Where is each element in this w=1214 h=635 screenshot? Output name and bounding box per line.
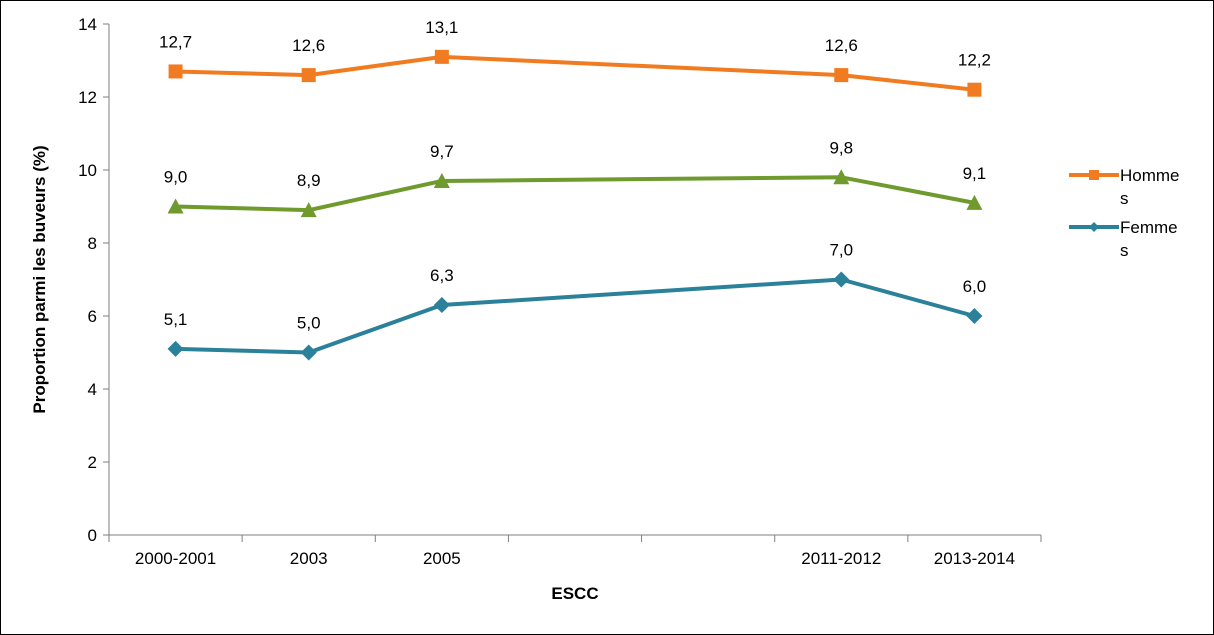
y-tick-label: 4 <box>88 380 97 399</box>
legend-item-femmes: Femme s <box>1069 218 1178 260</box>
data-point-marker <box>167 340 184 357</box>
data-point-marker <box>433 172 450 188</box>
y-axis-title: Proportion parmi les buveurs (%) <box>30 145 49 413</box>
y-tick-label: 2 <box>88 453 97 472</box>
series-unnamed-1: 9,0 8,9 9,7 9,8 9,1 <box>164 138 987 218</box>
data-point-marker <box>834 68 849 83</box>
data-point-marker <box>966 194 983 210</box>
data-point-marker <box>433 297 450 314</box>
y-axis-ticks: 0 2 4 6 8 10 12 14 <box>78 15 109 545</box>
series-femmes: 5,1 5,0 6,3 7,0 6,0 <box>164 241 986 361</box>
x-axis-ticks: 2000-2001 2003 2005 2011-2012 2013-2014 <box>108 535 1042 568</box>
data-label: 9,8 <box>829 138 853 157</box>
legend-label: Homme <box>1120 166 1180 185</box>
data-label: 9,0 <box>164 168 188 187</box>
x-tick-label: 2000-2001 <box>135 549 216 568</box>
x-tick-label: 2013-2014 <box>934 549 1015 568</box>
data-label: 9,1 <box>963 164 987 183</box>
data-point-marker <box>301 68 316 83</box>
legend-marker <box>1089 170 1099 180</box>
data-point-marker <box>833 271 850 288</box>
series-line <box>173 175 977 213</box>
data-label: 13,1 <box>425 18 458 37</box>
data-label: 12,6 <box>825 36 858 55</box>
y-tick-label: 14 <box>78 15 97 34</box>
data-point-marker <box>434 49 449 64</box>
data-point-marker <box>300 202 317 218</box>
data-label: 6,0 <box>963 277 987 296</box>
legend-item-hommes: Homme s <box>1069 166 1180 208</box>
legend-label-wrap: s <box>1120 241 1129 260</box>
y-tick-label: 8 <box>88 234 97 253</box>
series-group: 12,7 12,613,112,612,29,0 8,99,7 9,89,15,1 5,… <box>159 18 991 361</box>
data-label: 7,0 <box>829 241 853 260</box>
data-label: 5,0 <box>297 314 321 333</box>
axes <box>108 24 1041 536</box>
data-point-marker <box>967 82 982 97</box>
data-point-marker <box>167 198 184 214</box>
y-tick-label: 10 <box>78 161 97 180</box>
legend-label: Femme <box>1120 218 1178 237</box>
series-line <box>173 54 977 92</box>
legend: Homme s Femme s <box>1069 166 1180 260</box>
x-axis-title: ESCC <box>551 584 598 603</box>
data-point-marker <box>300 344 317 361</box>
y-tick-label: 0 <box>88 526 97 545</box>
series-line <box>173 277 977 355</box>
legend-label-wrap: s <box>1120 189 1129 208</box>
data-point-marker <box>966 308 983 324</box>
data-label: 9,7 <box>430 142 454 161</box>
data-label: 12,6 <box>292 36 325 55</box>
series-hommes: 12,7 12,6 13,1 12,6 12,2 <box>159 18 991 97</box>
y-tick-label: 6 <box>88 307 97 326</box>
x-tick-label: 2005 <box>423 549 461 568</box>
data-point-marker <box>168 64 183 79</box>
x-tick-label: 2003 <box>290 549 328 568</box>
data-label: 12,2 <box>958 51 991 70</box>
data-label: 8,9 <box>297 171 321 190</box>
data-label: 6,3 <box>430 266 454 285</box>
legend-marker <box>1089 222 1099 232</box>
data-point-marker <box>833 169 850 185</box>
data-label: 5,1 <box>164 310 188 329</box>
data-label: 12,7 <box>159 32 192 51</box>
y-tick-label: 12 <box>78 88 97 107</box>
x-tick-label: 2011-2012 <box>801 549 881 568</box>
